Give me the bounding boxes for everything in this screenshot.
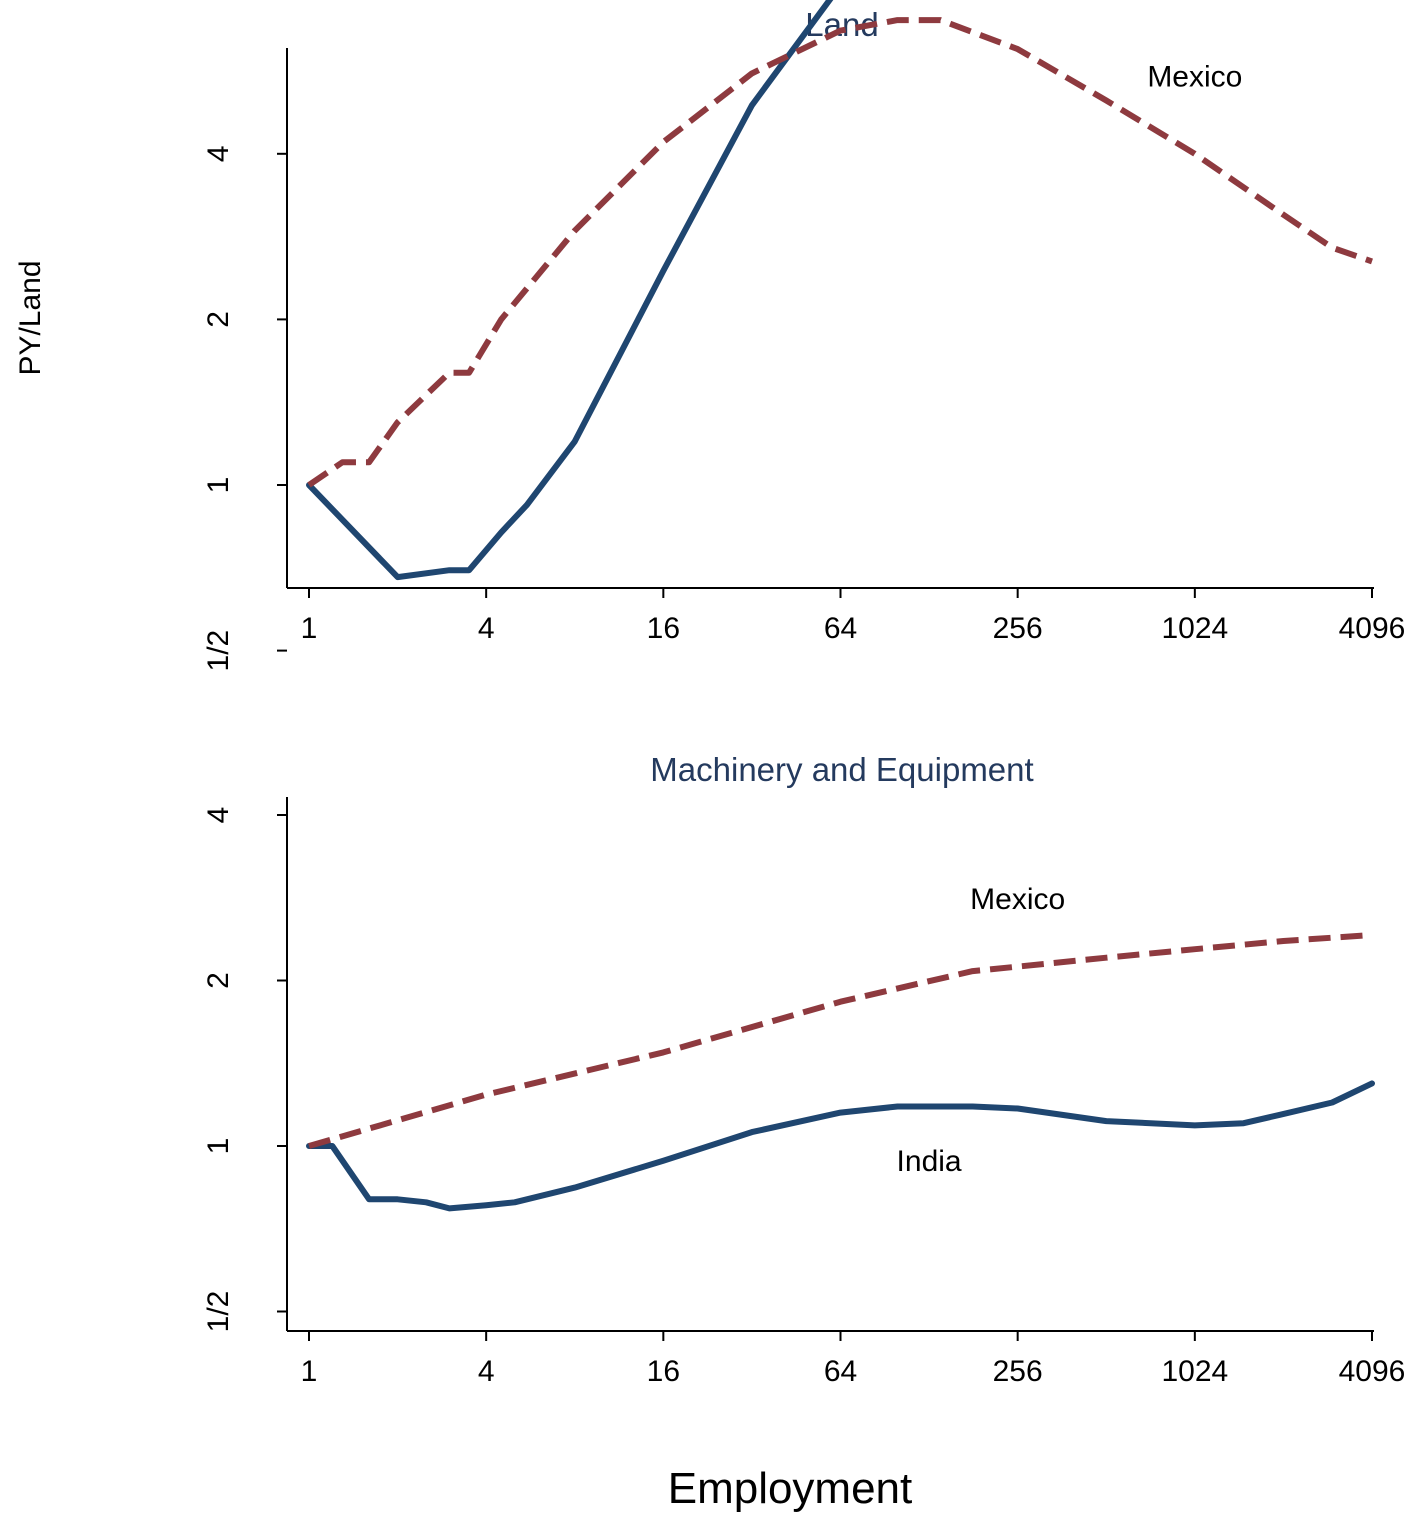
x-tick-label: 4 (478, 1355, 495, 1388)
y-tick-label: 2 (202, 311, 235, 328)
series-label-mexico: Mexico (970, 883, 1065, 916)
series-line-india (306, 0, 834, 581)
series-line-mexico (307, 17, 1373, 488)
y-tick-label: 1 (202, 1138, 235, 1155)
y-tick-label: 1/2 (202, 1291, 235, 1333)
panel-title: Machinery and Equipment (650, 751, 1033, 788)
x-tick-label: 4096 (1339, 1355, 1406, 1388)
series-label-india: India (897, 1145, 962, 1178)
series-line-india (306, 1080, 1375, 1212)
x-tick-label: 1 (301, 612, 318, 645)
x-tick-label: 4096 (1339, 612, 1406, 645)
series-line-mexico (308, 932, 1373, 1149)
machinery-panel: Machinery and Equipment 1 4 16 64 256 1024 4096… (202, 751, 1405, 1388)
x-tick-label: 64 (824, 1355, 857, 1388)
x-axis-title: Employment (668, 1464, 913, 1513)
x-tick-label: 256 (993, 1355, 1043, 1388)
y-tick-label: 4 (202, 807, 235, 824)
land-panel: Land141664256102440961/212481632IndiaMex… (202, 0, 1405, 671)
x-tick-label: 64 (824, 612, 857, 645)
x-tick-label: 1 (301, 1355, 318, 1388)
y-tick-label: 2 (202, 972, 235, 989)
y-tick-label: 4 (202, 145, 235, 162)
y-axis-title: PY/Land (14, 260, 47, 375)
x-tick-label: 1024 (1161, 612, 1228, 645)
x-tick-label: 16 (647, 1355, 680, 1388)
x-tick-label: 1024 (1161, 1355, 1228, 1388)
y-tick-label: 1/2 (202, 630, 235, 672)
series-label-mexico: Mexico (1147, 61, 1242, 94)
x-tick-label: 4 (478, 612, 495, 645)
x-tick-label: 256 (993, 612, 1043, 645)
x-tick-label: 16 (647, 612, 680, 645)
y-tick-label: 1 (202, 477, 235, 494)
